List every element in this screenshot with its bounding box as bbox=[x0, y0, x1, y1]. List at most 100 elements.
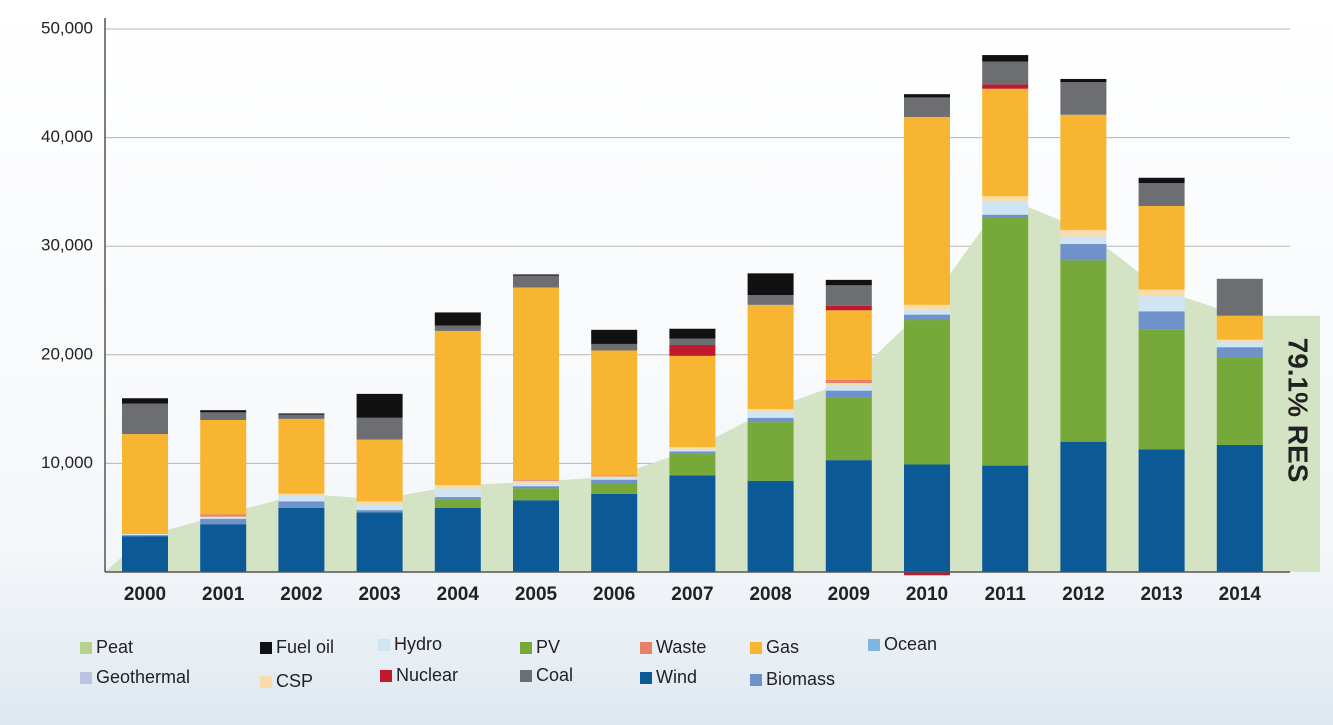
bar-segment bbox=[904, 314, 950, 321]
legend-swatch bbox=[378, 639, 390, 651]
bar-segment bbox=[591, 477, 638, 480]
bar-segment bbox=[1060, 441, 1107, 572]
legend-swatch bbox=[640, 642, 652, 654]
bar-segment bbox=[904, 309, 950, 315]
bar-segment bbox=[825, 285, 872, 306]
bar-segment bbox=[1060, 229, 1107, 237]
bar-segment bbox=[434, 497, 481, 500]
bar-segment bbox=[825, 379, 872, 384]
bar-segment bbox=[904, 304, 950, 310]
x-tick-label: 2012 bbox=[1062, 584, 1104, 605]
bar-segment bbox=[356, 510, 403, 513]
bar-segment bbox=[982, 196, 1029, 202]
bar-segment bbox=[904, 97, 950, 117]
bar-segment bbox=[122, 535, 168, 537]
bar-segment bbox=[904, 116, 950, 305]
bar-segment bbox=[1138, 329, 1185, 450]
bar-segment bbox=[278, 495, 325, 502]
bar-segment bbox=[434, 488, 481, 498]
bar-segment bbox=[1060, 260, 1107, 442]
legend-label: CSP bbox=[276, 671, 313, 691]
y-tick-label: 20,000 bbox=[41, 344, 93, 363]
legend-label: Biomass bbox=[766, 669, 835, 689]
bar-segment bbox=[278, 493, 325, 496]
bar-segment bbox=[904, 464, 950, 572]
bar-segment bbox=[747, 411, 794, 418]
bar-segment bbox=[434, 312, 481, 326]
bar-segment bbox=[1060, 114, 1107, 230]
bar-segment bbox=[434, 325, 481, 331]
legend-swatch bbox=[80, 672, 92, 684]
bar-segment bbox=[200, 516, 247, 519]
bar-segment bbox=[434, 499, 481, 508]
legend-label: Fuel oil bbox=[276, 637, 334, 657]
bar-segment bbox=[356, 393, 403, 418]
bar-segment bbox=[1138, 206, 1185, 290]
legend-label: Ocean bbox=[884, 634, 937, 654]
bar-segment bbox=[591, 343, 638, 351]
bar-segment bbox=[434, 507, 481, 572]
bar-segment bbox=[513, 482, 559, 487]
x-tick-label: 2001 bbox=[202, 584, 245, 605]
x-tick-label: 2009 bbox=[828, 584, 870, 605]
bar-segment bbox=[825, 460, 872, 572]
area-label: 79.1% RES bbox=[1283, 338, 1314, 483]
legend-swatch bbox=[750, 642, 762, 654]
bar-segment bbox=[982, 214, 1029, 218]
bar-segment bbox=[200, 419, 247, 515]
bar-segment bbox=[356, 504, 403, 511]
legend-label: Nuclear bbox=[396, 665, 458, 685]
legend-swatch bbox=[260, 642, 272, 654]
bar-segment bbox=[513, 488, 559, 501]
legend-swatch bbox=[260, 676, 272, 688]
x-tick-label: 2013 bbox=[1140, 584, 1182, 605]
x-tick-label: 2007 bbox=[671, 584, 713, 605]
bar-segment bbox=[825, 383, 872, 386]
bar-segment bbox=[434, 485, 481, 489]
bar-segment bbox=[278, 501, 325, 508]
bar-segment bbox=[982, 55, 1029, 62]
bar-segment bbox=[904, 94, 950, 98]
x-tick-label: 2011 bbox=[985, 584, 1027, 605]
bar-segment bbox=[669, 451, 716, 454]
bar-segment bbox=[669, 453, 716, 476]
x-tick-label: 2014 bbox=[1219, 584, 1262, 605]
bar-segment bbox=[825, 310, 872, 380]
bar-segment bbox=[1216, 444, 1263, 572]
bar-segment bbox=[122, 403, 168, 435]
bar-segment bbox=[669, 475, 716, 572]
bar-segment bbox=[122, 536, 168, 572]
bar-segment bbox=[1216, 278, 1263, 316]
bar-segment bbox=[356, 417, 403, 440]
bar-segment bbox=[278, 418, 325, 494]
legend-swatch bbox=[80, 642, 92, 654]
bar-segment bbox=[591, 475, 638, 477]
bar-segment bbox=[747, 480, 794, 572]
bar-segment bbox=[356, 501, 403, 505]
legend-label: Hydro bbox=[394, 634, 442, 654]
x-tick-label: 2008 bbox=[749, 584, 791, 605]
bar-segment bbox=[1138, 311, 1185, 330]
bar-segment bbox=[356, 439, 403, 502]
bar-segment bbox=[669, 447, 716, 450]
bar-segment bbox=[122, 398, 168, 404]
bar-segment bbox=[669, 328, 716, 339]
legend-label: Peat bbox=[96, 637, 133, 657]
bar-segment bbox=[747, 304, 794, 410]
bar-segment bbox=[904, 320, 950, 465]
y-tick-label: 30,000 bbox=[41, 236, 93, 255]
bar-segment bbox=[982, 61, 1029, 85]
x-tick-label: 2002 bbox=[280, 584, 322, 605]
y-tick-label: 40,000 bbox=[41, 127, 93, 146]
bar-segment bbox=[1138, 449, 1185, 572]
bar-segment bbox=[200, 514, 247, 517]
legend-swatch bbox=[640, 672, 652, 684]
legend-swatch bbox=[868, 639, 880, 651]
legend-swatch bbox=[520, 642, 532, 654]
bar-segment bbox=[747, 295, 794, 305]
bar-segment bbox=[591, 476, 638, 478]
bar-segment bbox=[513, 486, 559, 489]
bar-segment bbox=[825, 385, 872, 391]
bar-segment bbox=[669, 338, 716, 346]
